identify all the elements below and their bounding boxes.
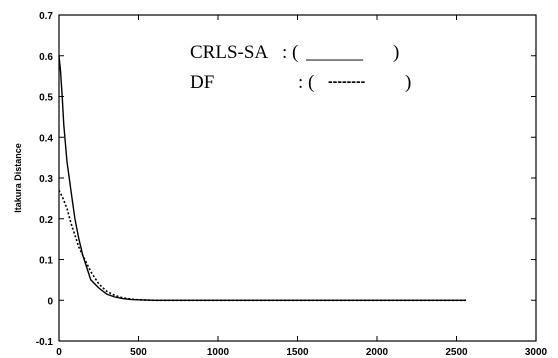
y-tick-label: 0.3	[39, 174, 53, 185]
y-tick-label: 0.1	[39, 256, 53, 267]
x-tick-label: 0	[56, 347, 62, 358]
x-tick-label: 1000	[207, 347, 230, 358]
y-tick-label: 0.4	[39, 133, 53, 144]
y-tick-label: 0.7	[39, 11, 53, 22]
legend-sample-df: --------	[328, 73, 366, 89]
y-tick-label: 0.5	[39, 93, 53, 104]
legend-name-df: DF	[190, 72, 214, 93]
y-tick-label: 0.2	[39, 215, 53, 226]
legend-name-crls-sa: CRLS-SA	[190, 42, 268, 63]
legend-close-crls-sa: )	[393, 42, 399, 63]
plot-area	[58, 14, 537, 342]
y-axis-label: Itakura Distance	[13, 143, 23, 213]
y-tick-label: -0.1	[36, 337, 54, 348]
x-tick-label: 1500	[286, 347, 309, 358]
x-tick-label: 500	[130, 347, 147, 358]
legend-sample-crls-sa: ______	[305, 42, 364, 63]
legend: CRLS-SA : ( ______ ) DF : ( -------- )	[190, 42, 411, 93]
legend-close-df: )	[405, 72, 411, 93]
legend-sep-df: : (	[298, 72, 314, 93]
axis-ticks: 0 500 1000 1500 2000 2500 3000-0.100.10.20.30.…	[36, 11, 548, 358]
series-line-df	[58, 189, 466, 302]
x-tick-label: 2500	[445, 347, 468, 358]
series-layer	[58, 55, 466, 302]
x-tick-label: 2000	[366, 347, 389, 358]
y-tick-label: 0	[47, 296, 53, 307]
y-tick-label: 0.6	[39, 52, 53, 63]
series-line-crls-sa	[58, 55, 466, 301]
x-tick-label: 3000	[525, 347, 548, 358]
legend-sep-crls-sa: : (	[282, 42, 298, 63]
